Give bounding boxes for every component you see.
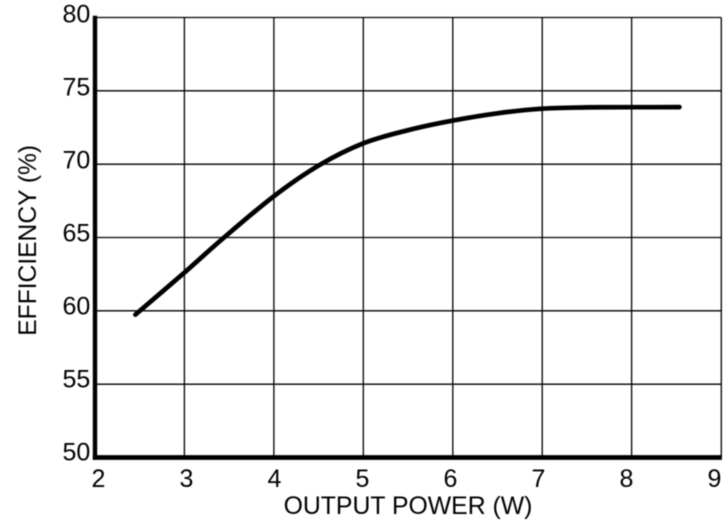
svg-text:EFFICIENCY (%): EFFICIENCY (%): [15, 145, 42, 336]
svg-text:50: 50: [62, 439, 90, 467]
svg-text:7: 7: [532, 465, 546, 493]
svg-text:3: 3: [180, 465, 194, 493]
svg-text:75: 75: [62, 74, 90, 102]
svg-text:8: 8: [620, 465, 634, 493]
svg-text:2: 2: [92, 465, 106, 493]
svg-text:4: 4: [268, 465, 282, 493]
svg-text:5: 5: [356, 465, 370, 493]
svg-text:60: 60: [62, 293, 90, 321]
svg-text:70: 70: [62, 147, 90, 175]
svg-text:80: 80: [62, 1, 90, 29]
svg-text:6: 6: [444, 465, 458, 493]
svg-text:65: 65: [62, 220, 90, 248]
svg-text:9: 9: [708, 465, 722, 493]
svg-text:55: 55: [62, 366, 90, 394]
svg-text:OUTPUT POWER (W): OUTPUT POWER (W): [284, 493, 533, 520]
